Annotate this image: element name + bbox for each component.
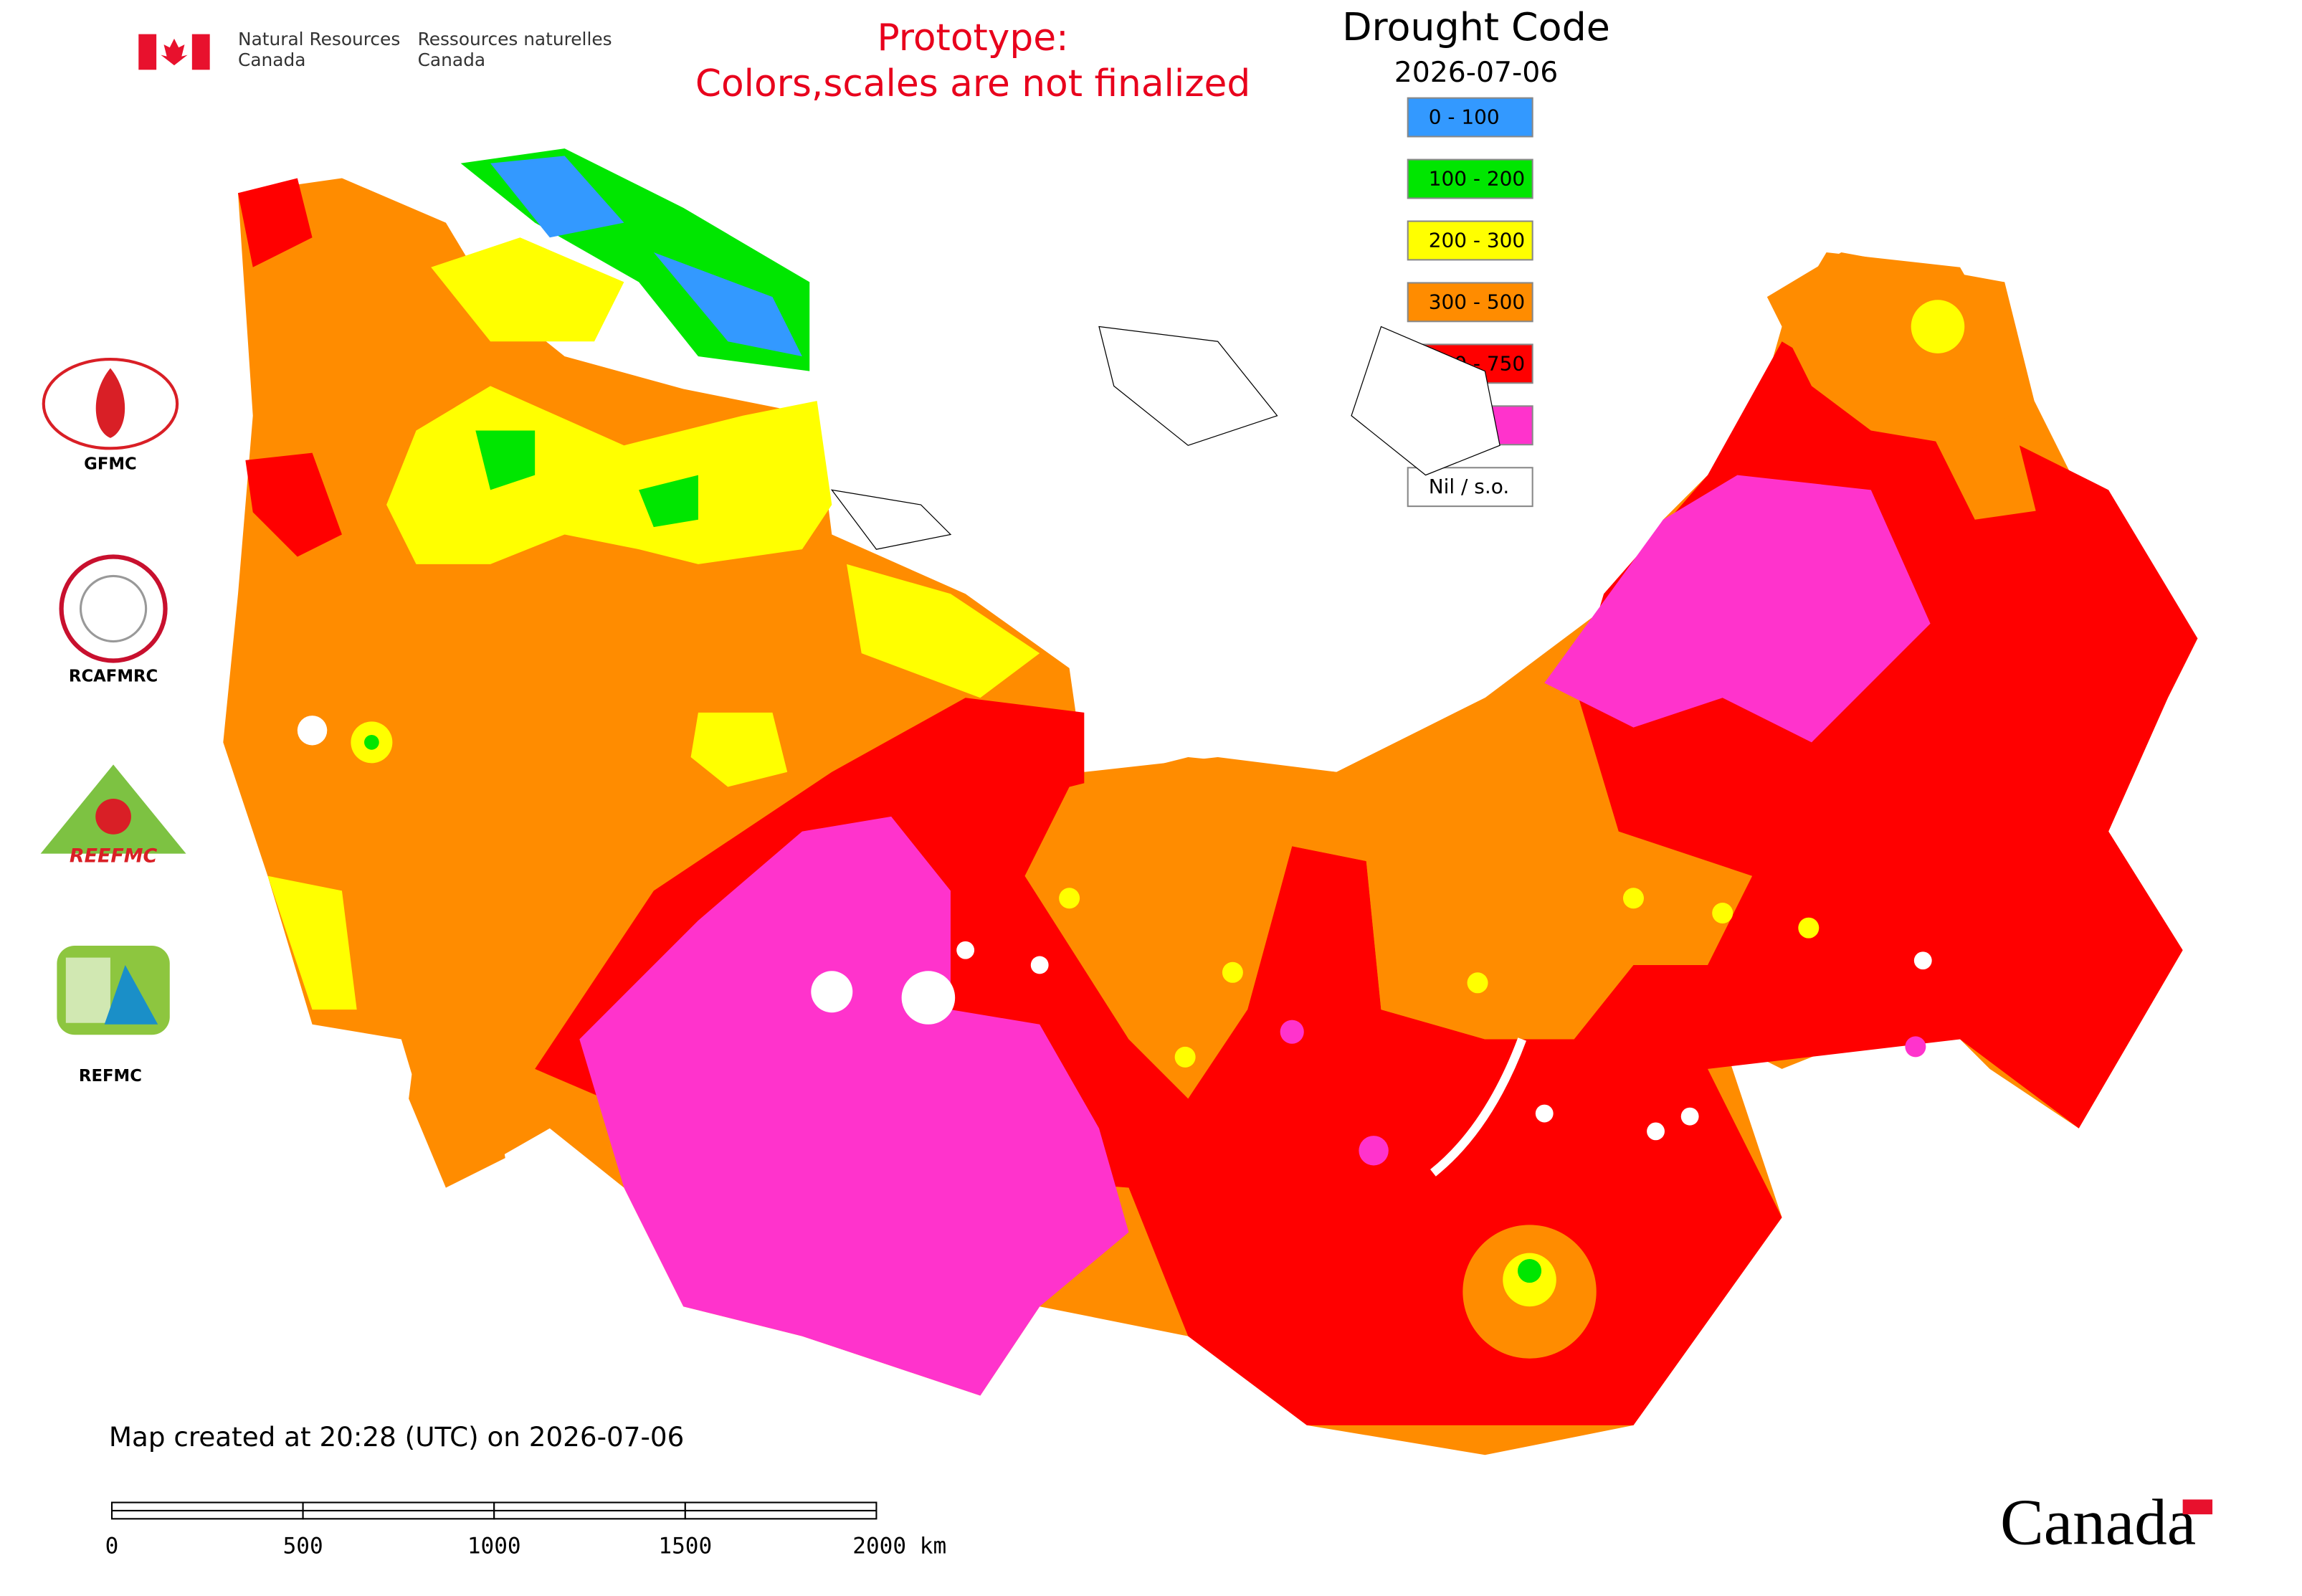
agency-signature: Natural Resources Canada Ressources natu…	[138, 29, 612, 70]
spot	[1517, 1258, 1542, 1283]
scale-label: 1000	[467, 1534, 521, 1559]
region	[639, 475, 698, 528]
agency-en: Natural Resources	[238, 29, 400, 49]
rcafmrc-globe	[79, 574, 148, 643]
scale-label: 0	[105, 1534, 119, 1559]
spot	[1467, 972, 1488, 994]
notice: Prototype:	[877, 16, 1068, 60]
spot	[901, 971, 956, 1025]
spot	[1712, 902, 1733, 923]
legend-label: 200 - 300	[1429, 228, 1526, 252]
refmc-mark	[104, 964, 158, 1025]
region	[2019, 445, 2198, 639]
region	[1098, 326, 1278, 446]
lake	[1430, 1037, 1526, 1177]
region	[245, 452, 342, 557]
spot	[811, 971, 853, 1013]
region	[579, 816, 1129, 1396]
agency-en: Canada	[238, 49, 305, 70]
spot	[956, 941, 975, 959]
region	[653, 252, 802, 356]
wordmark-flag	[2182, 1499, 2213, 1515]
region	[1766, 252, 2035, 446]
spot	[1059, 888, 1080, 909]
legend-label: 300 - 500	[1429, 290, 1526, 313]
maple-leaf	[161, 38, 188, 66]
logo-label: RCAFMRC	[69, 668, 158, 686]
region	[1024, 683, 1753, 1099]
logo-label: REFMC	[79, 1067, 142, 1086]
logo-label: GFMC	[84, 455, 137, 474]
legend-swatch	[1407, 220, 1533, 261]
gfmc-flame	[95, 368, 125, 438]
spot	[1535, 1104, 1554, 1123]
legend-title: Drought Code	[1342, 4, 1610, 49]
logos: GFMC RCAFMRC REEFMC REFMC	[40, 358, 186, 1086]
gfmc-logo	[42, 358, 179, 450]
spot	[1798, 917, 1820, 939]
spot	[1647, 1122, 1665, 1141]
region	[267, 875, 357, 1010]
scale-label: 1500	[658, 1534, 712, 1559]
legend-swatch	[1407, 97, 1533, 138]
legend-label: 100 - 200	[1429, 167, 1526, 191]
legend-label: 0 - 100	[1429, 105, 1500, 129]
spot	[1911, 300, 1965, 353]
region	[475, 430, 536, 490]
spot	[1222, 961, 1243, 983]
wordmark: Canada	[2000, 1486, 2196, 1559]
region	[1351, 326, 1500, 476]
flag-bar	[191, 34, 210, 70]
region	[830, 489, 952, 550]
rcafmrc-logo	[59, 554, 168, 663]
region	[690, 712, 788, 787]
region	[1544, 475, 1931, 743]
agency-fr: Ressources naturelles	[418, 29, 612, 49]
region	[431, 237, 624, 342]
flag-bar	[138, 34, 157, 70]
spot	[1622, 888, 1644, 909]
spot	[1905, 1036, 1926, 1058]
footer: Map created at 20:28 (UTC) on 2026-07-06	[109, 1421, 684, 1453]
legend-label: Nil / s.o.	[1429, 475, 1510, 498]
map-area	[223, 148, 2198, 1455]
logo-text: REEFMC	[70, 845, 158, 867]
region	[847, 564, 1040, 698]
spot	[1174, 1046, 1196, 1068]
notice: Colors,scales are not finalized	[695, 62, 1250, 105]
scale-label: 2000 km	[852, 1534, 946, 1559]
region	[409, 1039, 505, 1188]
region	[238, 178, 313, 267]
legend-date: 2026-07-06	[1394, 56, 1559, 89]
reefmc-flame	[95, 799, 131, 835]
scale-label: 500	[283, 1534, 323, 1559]
region	[490, 156, 624, 238]
spot	[1359, 1136, 1389, 1166]
refmc-stripes	[65, 957, 110, 1023]
spot	[364, 734, 379, 750]
scale-bar: 0 500 1000 1500 2000 km	[105, 1501, 946, 1559]
spot	[1913, 951, 1932, 970]
legend-swatch	[1407, 282, 1533, 323]
spot	[1030, 956, 1049, 974]
spot	[1280, 1020, 1304, 1044]
agency-fr: Canada	[418, 49, 485, 70]
spot	[1680, 1107, 1699, 1126]
spot	[297, 716, 328, 746]
legend-swatch	[1407, 158, 1533, 199]
